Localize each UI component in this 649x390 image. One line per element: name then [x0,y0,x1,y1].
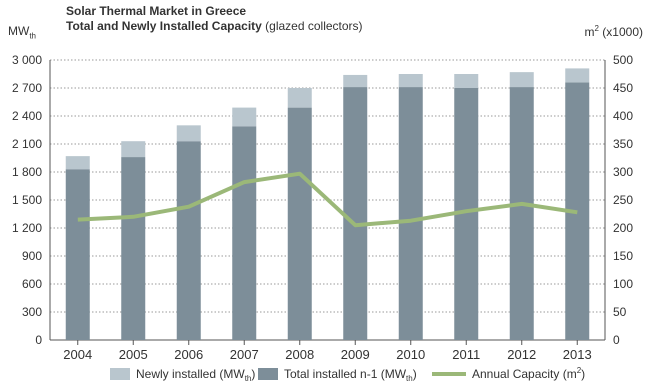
bar-total-installed [398,87,423,340]
bar-newly-installed [509,72,534,88]
chart-title-line1: Solar Thermal Market in Greece [66,4,247,18]
y-tick-left: 300 [22,305,42,319]
y-tick-right: 400 [613,109,633,123]
legend-label: Annual Capacity (m2) [472,366,585,381]
x-tick-label: 2013 [563,347,592,362]
x-tick-label: 2008 [285,347,314,362]
x-tick-label: 2009 [341,347,370,362]
y-tick-right: 100 [613,277,633,291]
y-tick-right: 350 [613,137,633,151]
right-axis-unit-text: m [584,25,595,39]
bar-newly-installed [398,74,423,88]
x-tick-label: 2004 [63,347,92,362]
bar-newly-installed [176,125,201,142]
y-tick-left: 900 [22,249,42,263]
y-tick-right: 300 [613,165,633,179]
bar-total-installed [232,126,257,341]
y-tick-left: 2 100 [12,137,42,151]
bar-newly-installed [232,107,257,127]
y-tick-right: 500 [613,53,633,67]
legend-swatch-total [258,368,278,380]
x-tick-label: 2005 [119,347,148,362]
x-tick-label: 2010 [396,347,425,362]
bar-total-installed [65,169,90,340]
left-axis-unit-sub: th [29,31,36,41]
x-tick-label: 2012 [507,347,536,362]
bar-newly-installed [65,156,90,170]
legend-swatch-newly [110,368,130,380]
y-tick-left: 2 400 [12,109,42,123]
bar-total-installed [287,107,312,340]
y-tick-right: 150 [613,249,633,263]
y-tick-right: 0 [613,333,620,347]
line-annual-capacity [77,171,578,228]
right-axis-unit-suffix: (x1000) [598,25,643,39]
chart-title-normal: (glazed collectors) [261,19,363,33]
y-tick-left: 0 [35,333,42,347]
y-tick-right: 200 [613,221,633,235]
bar-newly-installed [343,74,368,88]
bar-newly-installed [121,141,146,158]
y-tick-left: 600 [22,277,42,291]
right-axis-unit-sup: 2 [594,24,599,33]
y-tick-left: 1 200 [12,221,42,235]
chart-title-line2: Total and Newly Installed Capacity (glaz… [66,19,363,34]
y-tick-left: 2 700 [12,81,42,95]
bar-total-installed [343,87,368,340]
y-tick-right: 450 [613,81,633,95]
legend-label: Total installed n-1 (MWth) [284,367,417,383]
y-tick-right: 250 [613,193,633,207]
y-tick-right: 50 [613,305,627,319]
left-axis-unit-text: MW [8,24,30,38]
bar-total-installed [121,157,146,340]
x-tick-label: 2011 [452,347,480,362]
bar-newly-installed [287,88,312,108]
x-tick-label: 2006 [174,347,203,362]
chart-title: Solar Thermal Market in Greece Total and… [66,4,363,34]
y-tick-left: 1 800 [12,165,42,179]
bar-newly-installed [565,68,590,83]
y-tick-left: 3 000 [12,53,42,67]
bar-total-installed [509,87,534,340]
x-tick-label: 2007 [230,347,259,362]
bar-total-installed [176,141,201,340]
chart-title-bold: Total and Newly Installed Capacity [66,19,262,33]
left-axis-unit: MWth [8,24,36,40]
right-axis-unit: m2 (x1000) [585,24,643,39]
y-tick-left: 1 500 [12,193,42,207]
bar-newly-installed [454,74,479,88]
legend-label: Newly installed (MWth) [136,367,255,383]
